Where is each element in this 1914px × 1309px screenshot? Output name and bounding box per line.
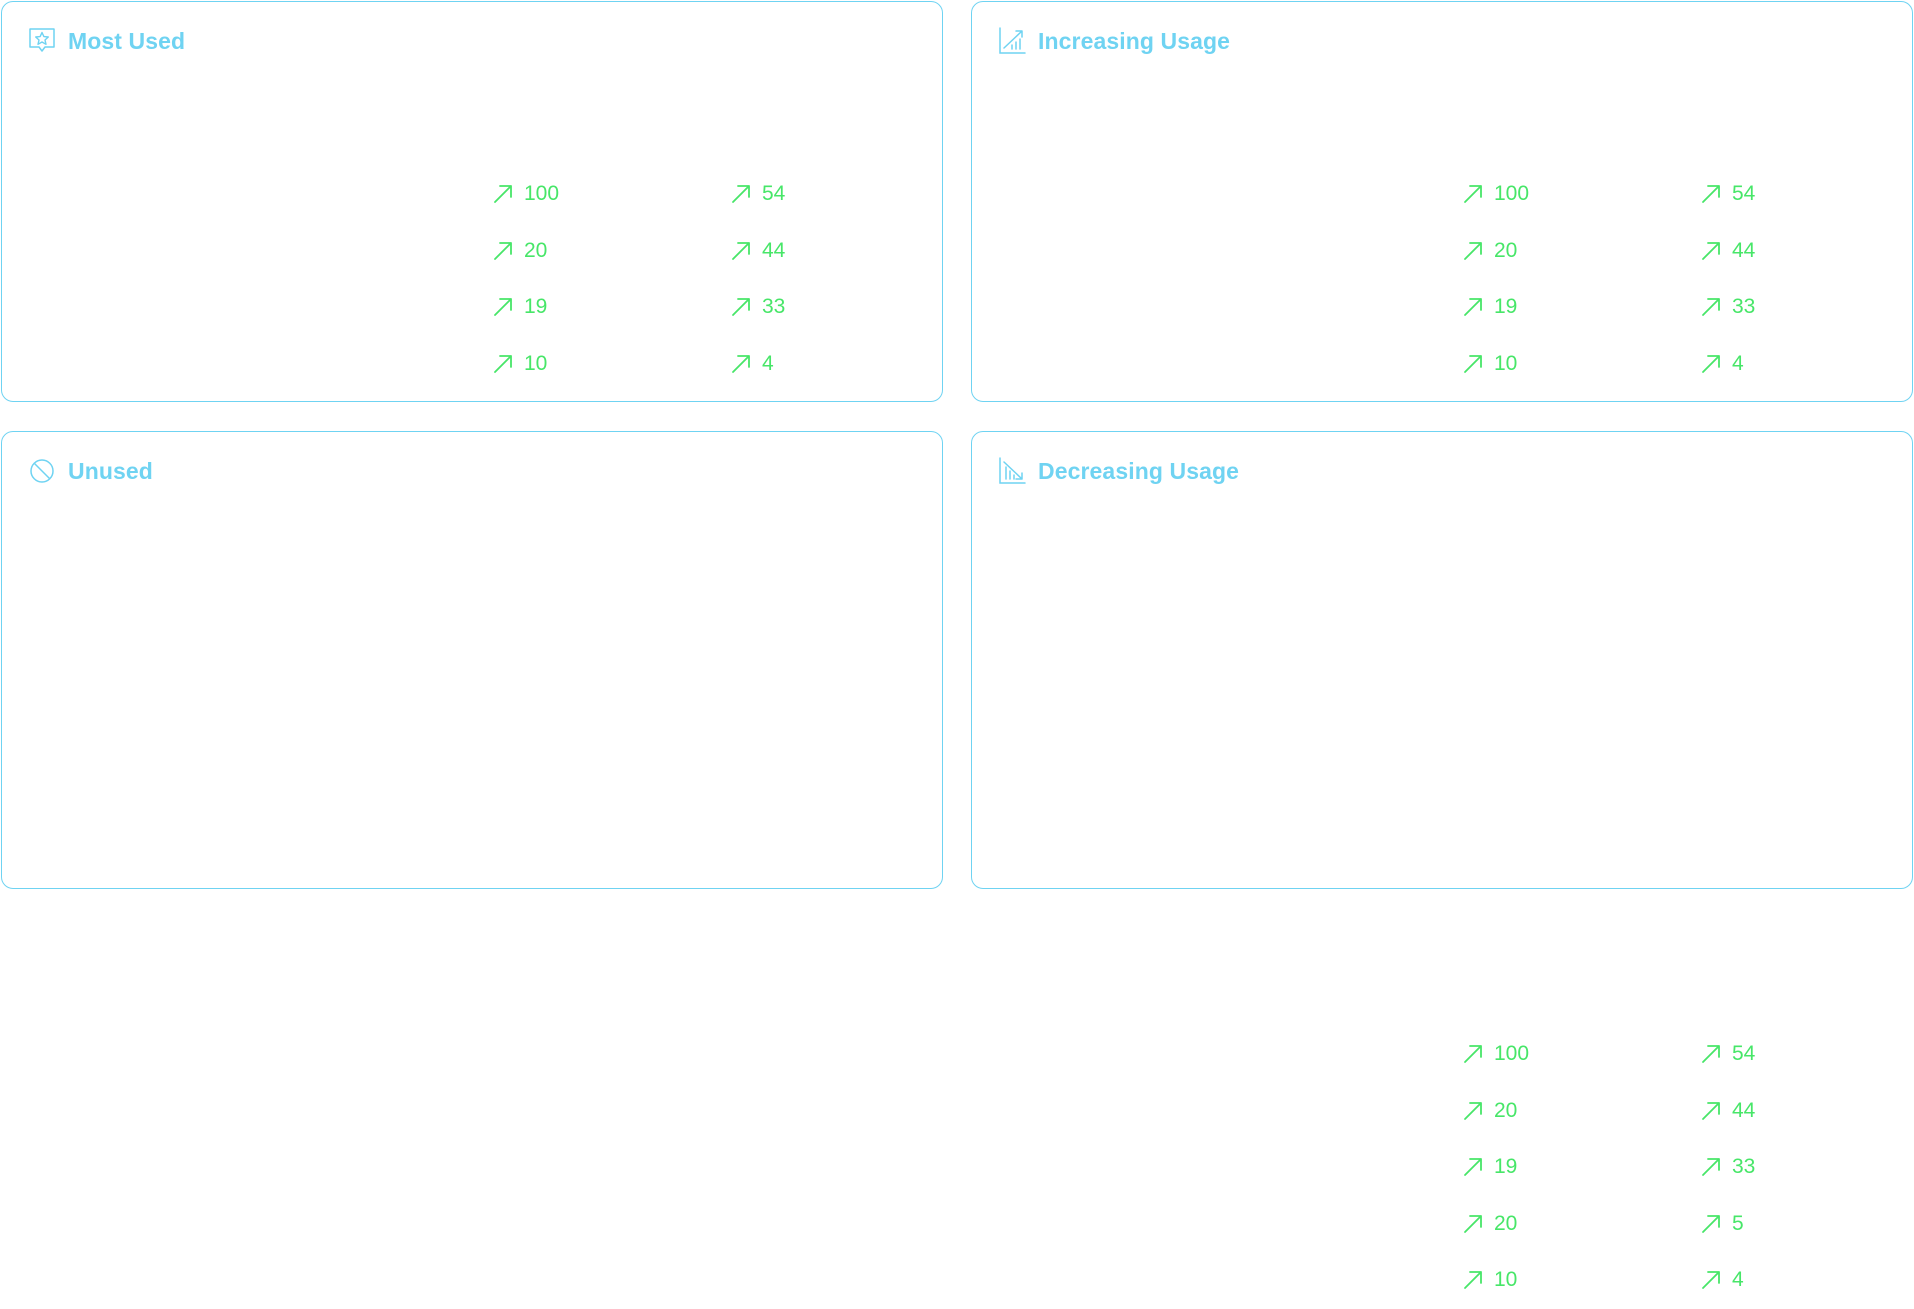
- arrow-up-right-icon: [1464, 1271, 1482, 1290]
- arrow-up-right-icon: [1464, 1101, 1482, 1120]
- stat-value: 44: [1732, 238, 1756, 262]
- stat-item: 100: [1462, 1040, 1700, 1068]
- stat-value: 33: [1732, 1155, 1756, 1179]
- arrow-up-right-icon: [732, 298, 750, 317]
- stat-item: 54: [1700, 1040, 1840, 1068]
- stat-value: 19: [1494, 295, 1518, 319]
- stat-value: 100: [524, 182, 560, 206]
- star-badge-icon: [29, 28, 55, 52]
- stat-value: 100: [1494, 1042, 1530, 1066]
- arrow-up-right-icon: [1702, 1045, 1720, 1064]
- stat-value: 44: [1732, 1098, 1756, 1122]
- stat-value: 20: [1494, 1211, 1518, 1235]
- stats-grid: 100 54 20 44 19 33 20 5 10 4: [1462, 1026, 1840, 1309]
- card-title: Most Used: [68, 28, 186, 54]
- increasing-usage-card: Increasing Usage 100 54 20 44 19 33 10 4: [971, 1, 1913, 402]
- arrow-up-right-icon: [1464, 354, 1482, 373]
- stat-item: 20: [1462, 1097, 1700, 1125]
- stat-value: 4: [1732, 1268, 1744, 1292]
- stat-item: 44: [1700, 1097, 1840, 1125]
- arrow-up-right-icon: [1702, 354, 1720, 373]
- stat-item: 4: [730, 350, 870, 378]
- stat-item: 4: [1700, 1266, 1840, 1294]
- stat-value: 10: [1494, 1268, 1518, 1292]
- arrow-up-right-icon: [1464, 1045, 1482, 1064]
- stat-value: 5: [1732, 1211, 1744, 1235]
- stat-value: 33: [1732, 295, 1756, 319]
- chart-trending-down-icon: [999, 457, 1026, 484]
- stat-value: 20: [1494, 238, 1518, 262]
- arrow-up-right-icon: [494, 185, 512, 204]
- stat-value: 44: [762, 238, 786, 262]
- arrow-up-right-icon: [1464, 185, 1482, 204]
- stat-item: 33: [730, 293, 870, 321]
- stat-item: 54: [730, 180, 870, 208]
- stat-item: 100: [1462, 180, 1700, 208]
- chart-trending-up-icon: [999, 27, 1026, 54]
- stat-value: 19: [1494, 1155, 1518, 1179]
- stat-value: 20: [1494, 1098, 1518, 1122]
- card-title: Decreasing Usage: [1038, 458, 1240, 484]
- arrow-up-right-icon: [732, 354, 750, 373]
- stat-value: 20: [524, 238, 548, 262]
- stat-item: 5: [1700, 1210, 1840, 1238]
- stat-value: 100: [1494, 182, 1530, 206]
- stat-value: 19: [524, 295, 548, 319]
- arrow-up-right-icon: [1702, 185, 1720, 204]
- stat-value: 54: [1732, 182, 1756, 206]
- arrow-up-right-icon: [1464, 1214, 1482, 1233]
- stat-item: 20: [1462, 1210, 1700, 1238]
- stat-item: 4: [1700, 350, 1840, 378]
- stat-item: 33: [1700, 1153, 1840, 1181]
- stat-value: 54: [1732, 1042, 1756, 1066]
- card-title: Increasing Usage: [1038, 28, 1231, 54]
- stat-item: 20: [1462, 237, 1700, 265]
- stat-item: 19: [1462, 293, 1700, 321]
- decreasing-usage-header: Decreasing Usage: [998, 457, 1239, 485]
- arrow-up-right-icon: [1702, 1101, 1720, 1120]
- arrow-up-right-icon: [1464, 241, 1482, 260]
- stat-item: 10: [1462, 1266, 1700, 1294]
- arrow-up-right-icon: [1702, 298, 1720, 317]
- stats-grid: 100 54 20 44 19 33 10 4: [1462, 166, 1840, 392]
- most-used-header: Most Used: [28, 27, 185, 55]
- arrow-up-right-icon: [1464, 1158, 1482, 1177]
- stat-item: 44: [1700, 237, 1840, 265]
- arrow-up-right-icon: [494, 354, 512, 373]
- arrow-up-right-icon: [1702, 241, 1720, 260]
- stat-value: 4: [762, 351, 774, 375]
- arrow-up-right-icon: [732, 241, 750, 260]
- stat-value: 10: [524, 351, 548, 375]
- stat-item: 20: [492, 237, 730, 265]
- stats-grid: 100 54 20 44 19 33 10 4: [492, 166, 870, 392]
- stat-value: 54: [762, 182, 786, 206]
- increasing-usage-header: Increasing Usage: [998, 27, 1230, 55]
- most-used-card: Most Used 100 54 20 44 19 33 10 4: [1, 1, 943, 402]
- stat-item: 33: [1700, 293, 1840, 321]
- stat-value: 10: [1494, 351, 1518, 375]
- arrow-up-right-icon: [1702, 1158, 1720, 1177]
- stat-item: 10: [1462, 350, 1700, 378]
- stat-item: 10: [492, 350, 730, 378]
- arrow-up-right-icon: [732, 185, 750, 204]
- ban-icon: [30, 459, 54, 483]
- arrow-up-right-icon: [1702, 1214, 1720, 1233]
- stat-value: 4: [1732, 351, 1744, 375]
- stat-value: 33: [762, 295, 786, 319]
- arrow-up-right-icon: [494, 298, 512, 317]
- arrow-up-right-icon: [1464, 298, 1482, 317]
- unused-header: Unused: [28, 457, 153, 485]
- stat-item: 54: [1700, 180, 1840, 208]
- stat-item: 19: [1462, 1153, 1700, 1181]
- card-title: Unused: [68, 458, 153, 484]
- decreasing-usage-card: Decreasing Usage 100 54 20 44 19 33 20 5…: [971, 431, 1913, 1291]
- arrow-up-right-icon: [494, 241, 512, 260]
- stat-item: 19: [492, 293, 730, 321]
- unused-card: Unused: [1, 431, 943, 889]
- stat-item: 100: [492, 180, 730, 208]
- arrow-up-right-icon: [1702, 1271, 1720, 1290]
- stat-item: 44: [730, 237, 870, 265]
